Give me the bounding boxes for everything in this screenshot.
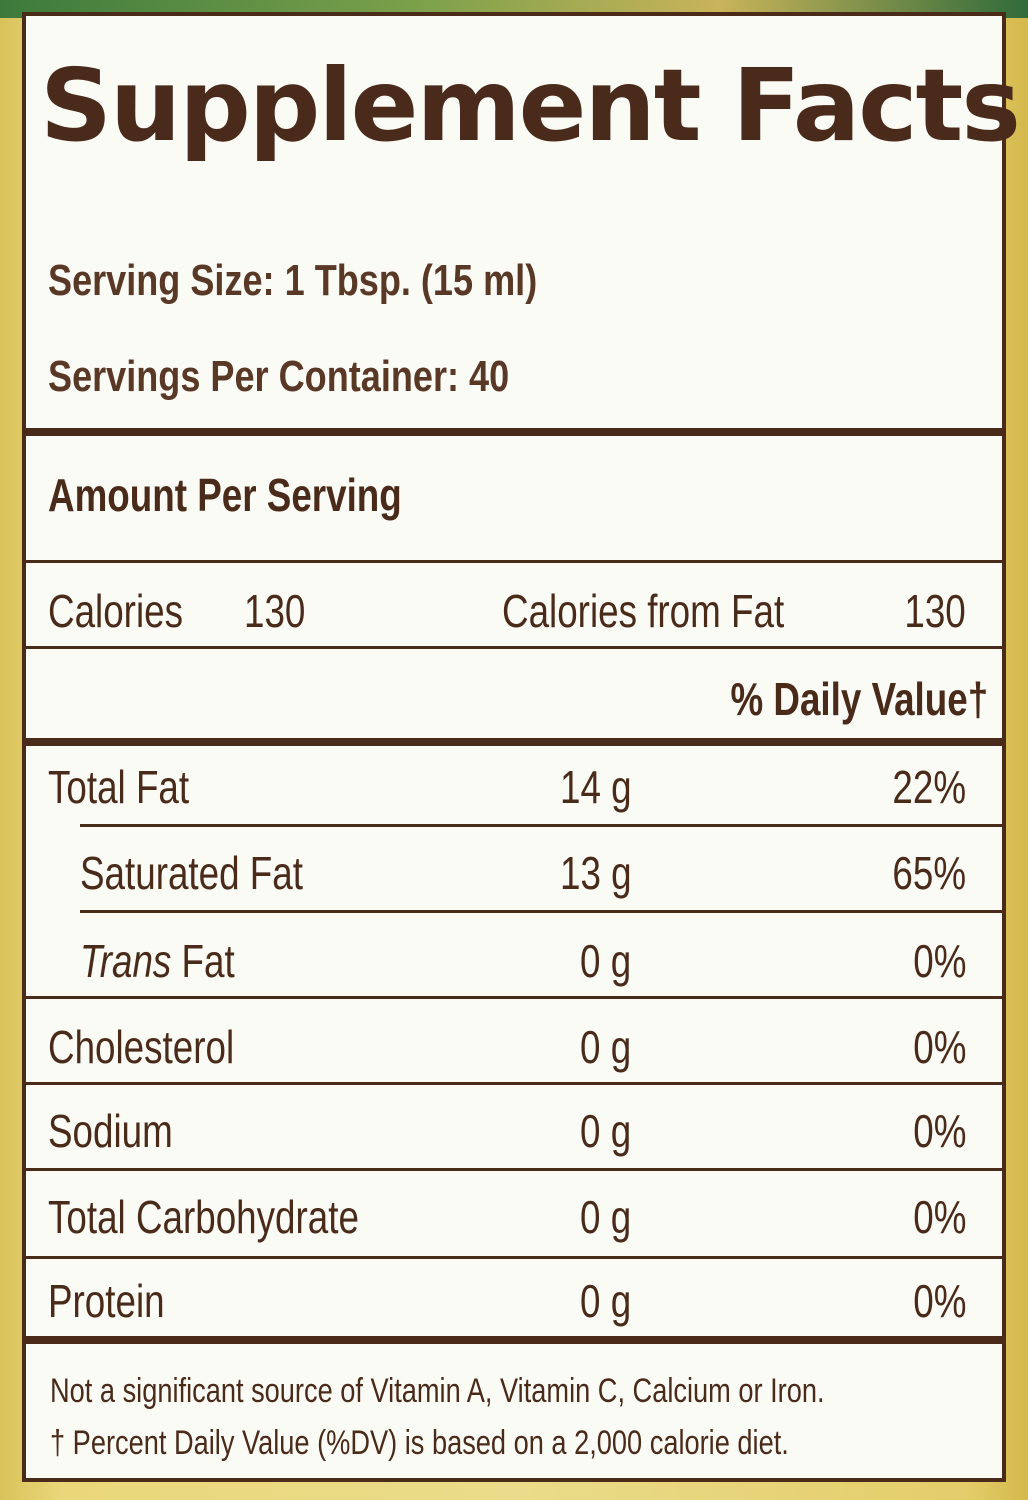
nutrient-dv-total-carbohydrate: 0% — [912, 1191, 966, 1243]
calories-label: Calories — [48, 585, 183, 637]
servings-per-container: Servings Per Container: 40 — [48, 352, 510, 401]
nutrient-name-cholesterol: Cholesterol — [48, 1021, 235, 1073]
divider — [26, 996, 1002, 999]
nutrient-amount-trans-fat: 0 g — [580, 935, 632, 987]
divider — [26, 1082, 1002, 1085]
calories-from-fat-value: 130 — [904, 585, 966, 637]
calories-from-fat-label: Calories from Fat — [502, 585, 785, 637]
nutrient-amount-sodium: 0 g — [580, 1105, 632, 1157]
serving-size: Serving Size: 1 Tbsp. (15 ml) — [48, 256, 538, 305]
panel-title: Supplement Facts — [40, 47, 1021, 164]
nutrient-dv-saturated-fat: 65% — [892, 847, 966, 899]
nutrient-dv-sodium: 0% — [912, 1105, 966, 1157]
nutrient-name-saturated-fat: Saturated Fat — [80, 847, 303, 899]
divider-thick — [26, 738, 1002, 746]
nutrient-name-total-carbohydrate: Total Carbohydrate — [48, 1191, 359, 1243]
nutrient-name-total-fat: Total Fat — [48, 761, 190, 813]
nutrient-dv-cholesterol: 0% — [912, 1021, 966, 1073]
nutrient-dv-total-fat: 22% — [892, 761, 966, 813]
divider-thick — [26, 1336, 1002, 1344]
divider — [26, 1168, 1002, 1171]
nutrient-amount-cholesterol: 0 g — [580, 1021, 632, 1073]
nutrient-amount-total-carbohydrate: 0 g — [580, 1191, 632, 1243]
divider — [80, 910, 1002, 913]
divider — [80, 824, 1002, 827]
divider — [26, 646, 1002, 649]
nutrient-name-sodium: Sodium — [48, 1105, 173, 1157]
daily-value-header: % Daily Value† — [730, 673, 988, 725]
supplement-facts-panel: Supplement Facts Serving Size: 1 Tbsp. (… — [22, 12, 1021, 1482]
nutrient-amount-protein: 0 g — [580, 1275, 632, 1327]
calories-value: 130 — [244, 585, 306, 637]
nutrient-amount-saturated-fat: 13 g — [560, 847, 632, 899]
nutrient-amount-total-fat: 14 g — [560, 761, 632, 813]
footnote-not-significant: Not a significant source of Vitamin A, V… — [50, 1372, 825, 1410]
divider — [26, 1256, 1002, 1259]
nutrient-dv-protein: 0% — [912, 1275, 966, 1327]
nutrient-name-protein: Protein — [48, 1275, 165, 1327]
nutrient-name-trans-fat: Trans Fat — [80, 934, 235, 988]
trans-rest: Fat — [171, 935, 235, 987]
footnote-daily-value: † Percent Daily Value (%DV) is based on … — [50, 1424, 789, 1462]
trans-italic: Trans — [80, 935, 172, 987]
amount-per-serving: Amount Per Serving — [48, 469, 402, 521]
divider-thick — [26, 428, 1002, 436]
nutrient-dv-trans-fat: 0% — [912, 935, 966, 987]
divider — [26, 560, 1002, 563]
